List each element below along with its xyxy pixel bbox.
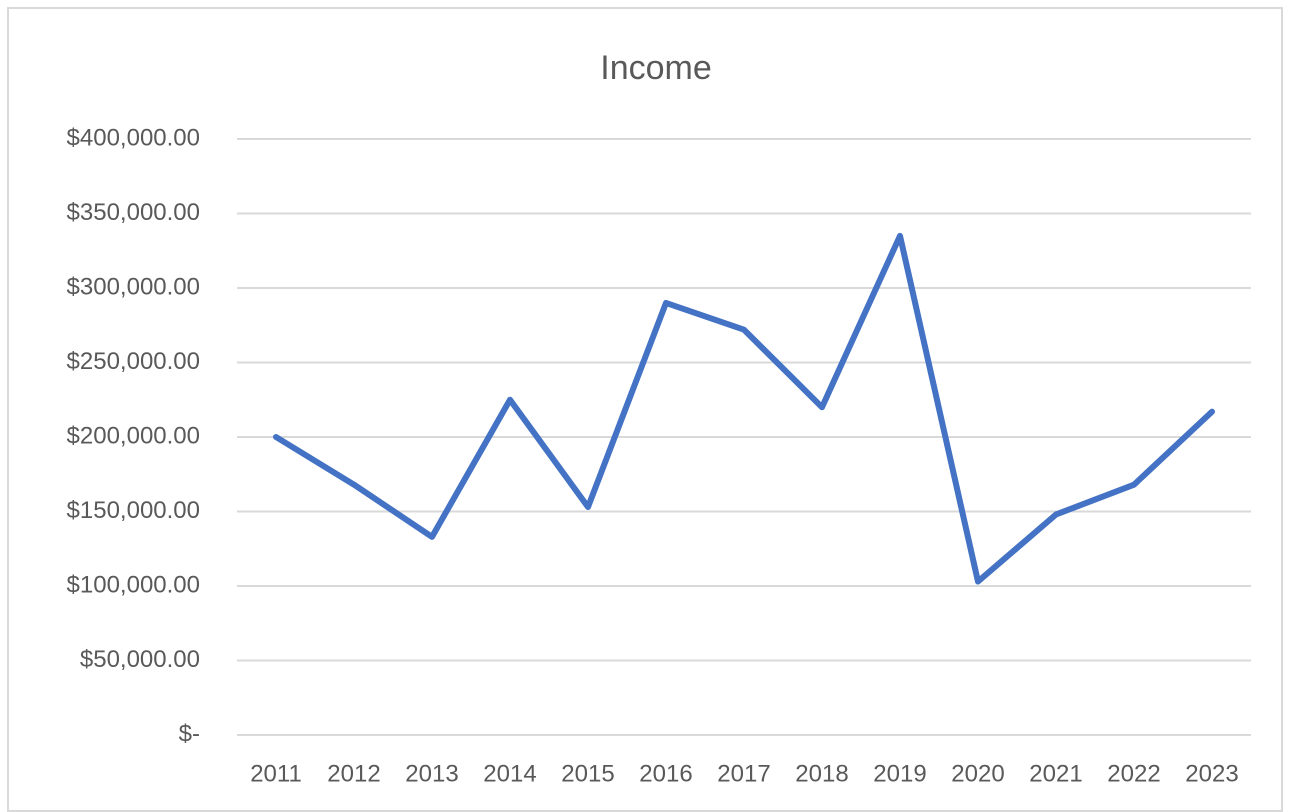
y-tick-label: $- (179, 720, 200, 747)
data-line (273, 232, 1215, 585)
x-tick-label: 2023 (1185, 760, 1238, 787)
y-tick-label: $350,000.00 (67, 199, 200, 226)
y-tick-label: $400,000.00 (67, 124, 200, 151)
x-tick-label: 2019 (873, 760, 926, 787)
x-tick-label: 2012 (327, 760, 380, 787)
y-tick-label: $50,000.00 (80, 646, 200, 673)
x-tick-label: 2013 (405, 760, 458, 787)
x-tick-label: 2020 (951, 760, 1004, 787)
y-tick-label: $200,000.00 (67, 422, 200, 449)
y-tick-label: $300,000.00 (67, 273, 200, 300)
chart-border (7, 7, 1283, 812)
y-tick-label: $250,000.00 (67, 348, 200, 375)
y-tick-label: $150,000.00 (67, 497, 200, 524)
x-tick-label: 2022 (1107, 760, 1160, 787)
x-tick-label: 2015 (561, 760, 614, 787)
x-tick-label: 2014 (483, 760, 536, 787)
x-tick-label: 2017 (717, 760, 770, 787)
y-tick-label: $100,000.00 (67, 571, 200, 598)
x-tick-label: 2021 (1029, 760, 1082, 787)
x-tick-label: 2016 (639, 760, 692, 787)
chart-title: Income (600, 49, 712, 87)
x-tick-label: 2018 (795, 760, 848, 787)
x-tick-label: 2011 (250, 760, 302, 787)
